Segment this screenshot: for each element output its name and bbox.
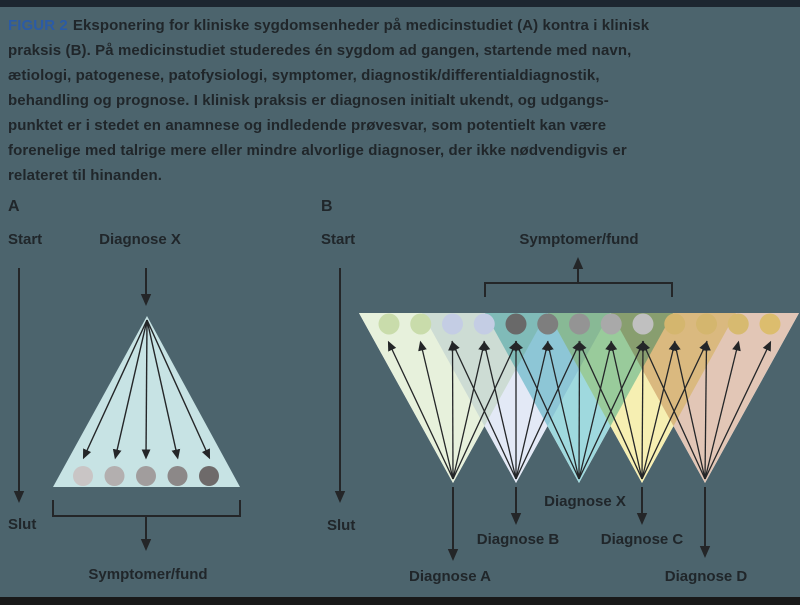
caption-text: Eksponering for kliniske sygdomsenheder … [8,17,650,184]
diagnosis-d-label: Diagnose D [664,568,748,585]
symptom-circle [442,313,463,335]
symptom-circle [505,313,527,335]
panel-a-start-label: Start [8,231,43,248]
symptom-circle [378,313,400,335]
figure-caption: FIGUR 2 Eksponering for kliniske sygdomse… [8,13,788,188]
symptom-circle [73,466,93,486]
panel-a-end-label: Slut [8,516,37,533]
symptom-circle [410,313,432,335]
symptom-circle [600,313,622,335]
diagnosis-a-label: Diagnose A [409,568,491,585]
panel-b-bracket [484,282,673,297]
panel-b-symptoms-label: Symptomer/fund [519,231,639,248]
symptom-circle [632,313,654,335]
symptom-circle [104,466,125,486]
panel-a-fan-arrows [82,319,211,460]
symptom-circle [537,313,559,335]
panel-b-letter: B [321,198,333,215]
symptom-circle [199,466,219,486]
bottom-border-band [0,597,800,605]
figure-number-label: FIGUR 2 [8,17,68,34]
diagnosis-x-label: Diagnose X [544,493,626,510]
symptom-circle [473,313,495,335]
panel-a-bracket [52,500,241,517]
panel-a-shapes [13,268,241,551]
panel-b-symptom-circles [378,313,781,335]
panel-a-letter: A [8,198,20,215]
panel-b-fan-arrows [387,340,772,480]
diagnosis-b-label: Diagnose B [476,531,560,548]
panel-b-diagnosis-arrows [447,487,711,561]
symptom-circle [759,313,781,335]
diagnosis-c-label: Diagnose C [600,531,684,548]
panel-b-end-label: Slut [327,517,356,534]
symptom-circle [664,313,686,335]
panel-a-symptoms-label: Symptomer/fund [88,566,208,583]
panel-a-symptom-circles [73,466,219,486]
symptom-circle [696,313,717,335]
funnel-triangle-pink [611,313,799,483]
symptom-circle [136,466,156,486]
top-border-band [0,0,800,7]
panel-b-shapes [334,257,799,561]
symptom-circle [727,313,749,335]
symptom-circle [167,466,188,486]
symptom-circle [569,313,590,335]
panel-b-start-label: Start [321,231,356,248]
panel-a-diagnosis-label: Diagnose X [99,231,181,248]
